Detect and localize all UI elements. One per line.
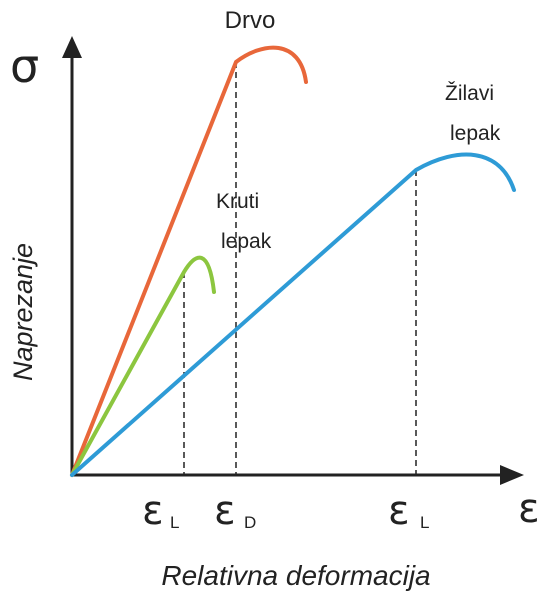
x-axis-title: Relativna deformacija — [161, 560, 430, 591]
strain-symbol: ε — [214, 488, 236, 534]
x-axis-arrow — [500, 465, 524, 485]
strain-symbol: ε — [142, 488, 164, 534]
rigid-adhesive-label-line2: lepak — [221, 230, 272, 253]
strain-label-wood: ε D — [214, 488, 256, 534]
tough-adhesive-label-line2: lepak — [450, 122, 501, 145]
y-axis-symbol: σ — [10, 39, 39, 93]
strain-subscript: D — [244, 513, 256, 532]
strain-symbol: ε — [388, 488, 410, 534]
y-axis-title: Naprezanje — [8, 243, 38, 381]
rigid-adhesive-label-line1: Kruti — [216, 190, 259, 213]
tough-adhesive-curve — [70, 152, 516, 477]
strain-label-rigid: ε L — [142, 488, 179, 534]
rigid-adhesive-curve — [70, 255, 216, 477]
strain-label-tough: ε L — [388, 488, 429, 534]
strain-subscript: L — [170, 513, 179, 532]
y-axis-arrow — [62, 36, 82, 58]
strain-subscript: L — [420, 513, 429, 532]
tough-adhesive-label-line1: Žilavi — [445, 82, 494, 105]
wood-label: Drvo — [225, 7, 276, 34]
x-axis-symbol: ε — [518, 486, 540, 532]
wood-curve — [70, 45, 308, 477]
